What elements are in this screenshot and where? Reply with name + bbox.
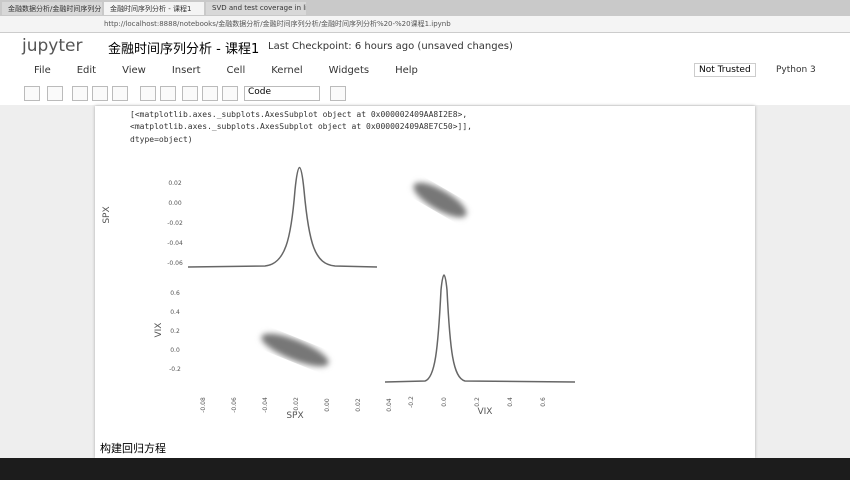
save-button[interactable] <box>24 86 40 101</box>
scatter-cloud <box>413 182 467 218</box>
y-tick-label: -0.04 <box>167 240 183 247</box>
down-button[interactable] <box>160 86 176 101</box>
x-tick-label: 0.6 <box>540 397 547 407</box>
x-tick-label: 0.2 <box>474 397 481 407</box>
markdown-heading: 构建回归方程 <box>100 442 166 455</box>
x-tick-label: 0.0 <box>441 397 448 407</box>
cell-type-select[interactable]: Code <box>244 86 320 101</box>
trust-button[interactable]: Not Trusted <box>694 63 756 77</box>
y-tick-label: -0.2 <box>169 366 181 373</box>
stop-button[interactable] <box>202 86 218 101</box>
y-tick-label: 0.2 <box>170 328 180 335</box>
keyboard-button[interactable] <box>330 86 346 101</box>
x-tick-label: -0.04 <box>262 397 269 413</box>
menu-item[interactable]: Help <box>395 65 418 76</box>
x-tick-label: 0.04 <box>386 398 393 412</box>
tab[interactable]: 金融时间序列分析 - 课程1 <box>104 2 204 15</box>
up-button[interactable] <box>140 86 156 101</box>
menu-item[interactable]: Widgets <box>328 65 370 76</box>
x-tick-label: -0.06 <box>231 397 238 413</box>
y-tick-label: 0.00 <box>168 200 182 207</box>
checkpoint: Last Checkpoint: 6 hours ago (unsaved ch… <box>268 41 513 52</box>
tab[interactable]: SVD and test coverage in linear <box>206 2 306 15</box>
y-tick-label: 0.02 <box>168 180 182 187</box>
url[interactable]: http://localhost:8888/notebooks/金融数据分析/金… <box>104 20 451 28</box>
tab[interactable]: 金融数据分析/金融时间序列分 <box>2 2 102 15</box>
x-tick-label: 0.4 <box>507 397 514 407</box>
taskbar <box>0 458 850 480</box>
kde-curve <box>384 274 576 383</box>
menu-item[interactable]: Kernel <box>271 65 303 76</box>
run-button[interactable] <box>182 86 198 101</box>
output-line: <matplotlib.axes._subplots.AxesSubplot o… <box>130 122 472 131</box>
menu-item[interactable]: Edit <box>76 65 97 76</box>
x-tick-label: -0.2 <box>408 396 415 408</box>
kde-curve <box>187 166 378 268</box>
scatter-matrix: 0.02 0.00 -0.02 -0.04 -0.06 0.6 0.4 0.2 0.0 -0.2 -… <box>102 166 576 420</box>
scatter-cloud <box>261 333 329 367</box>
menu-item[interactable]: Insert <box>171 65 201 76</box>
x-tick-label: 0.00 <box>324 398 331 412</box>
logo[interactable]: jupyter <box>22 36 83 56</box>
column-label: SPX <box>286 411 303 420</box>
menu-item[interactable]: File <box>34 65 51 76</box>
row-label: SPX <box>102 206 112 223</box>
add-button[interactable] <box>47 86 63 101</box>
output-line: [<matplotlib.axes._subplots.AxesSubplot … <box>130 110 468 119</box>
paste-button[interactable] <box>112 86 128 101</box>
output-line: dtype=object) <box>130 135 193 144</box>
menu-bar: File Edit View Insert Cell Kernel Widgets Help <box>34 65 444 76</box>
address-bar <box>0 16 850 33</box>
y-tick-label: 0.6 <box>170 290 180 297</box>
tick-labels: 0.02 0.00 -0.02 -0.04 -0.06 0.6 0.4 0.2 0.0 -0.2 -… <box>102 180 547 420</box>
notebook-page <box>95 106 755 458</box>
y-tick-label: 0.0 <box>170 347 180 354</box>
row-label: VIX <box>154 323 164 338</box>
menu-item[interactable]: Cell <box>226 65 246 76</box>
x-tick-label: 0.02 <box>355 398 362 412</box>
kernel-name: Python 3 <box>776 65 816 75</box>
x-tick-label: -0.08 <box>200 397 207 413</box>
y-tick-label: -0.06 <box>167 260 183 267</box>
notebook-title[interactable]: 金融时间序列分析 - 课程1 <box>108 42 260 57</box>
menu-item[interactable]: View <box>122 65 146 76</box>
cut-button[interactable] <box>72 86 88 101</box>
y-tick-label: -0.02 <box>167 220 183 227</box>
restart-button[interactable] <box>222 86 238 101</box>
copy-button[interactable] <box>92 86 108 101</box>
y-tick-label: 0.4 <box>170 309 180 316</box>
x-tick-label: -0.02 <box>293 397 300 413</box>
column-label: VIX <box>478 407 493 417</box>
